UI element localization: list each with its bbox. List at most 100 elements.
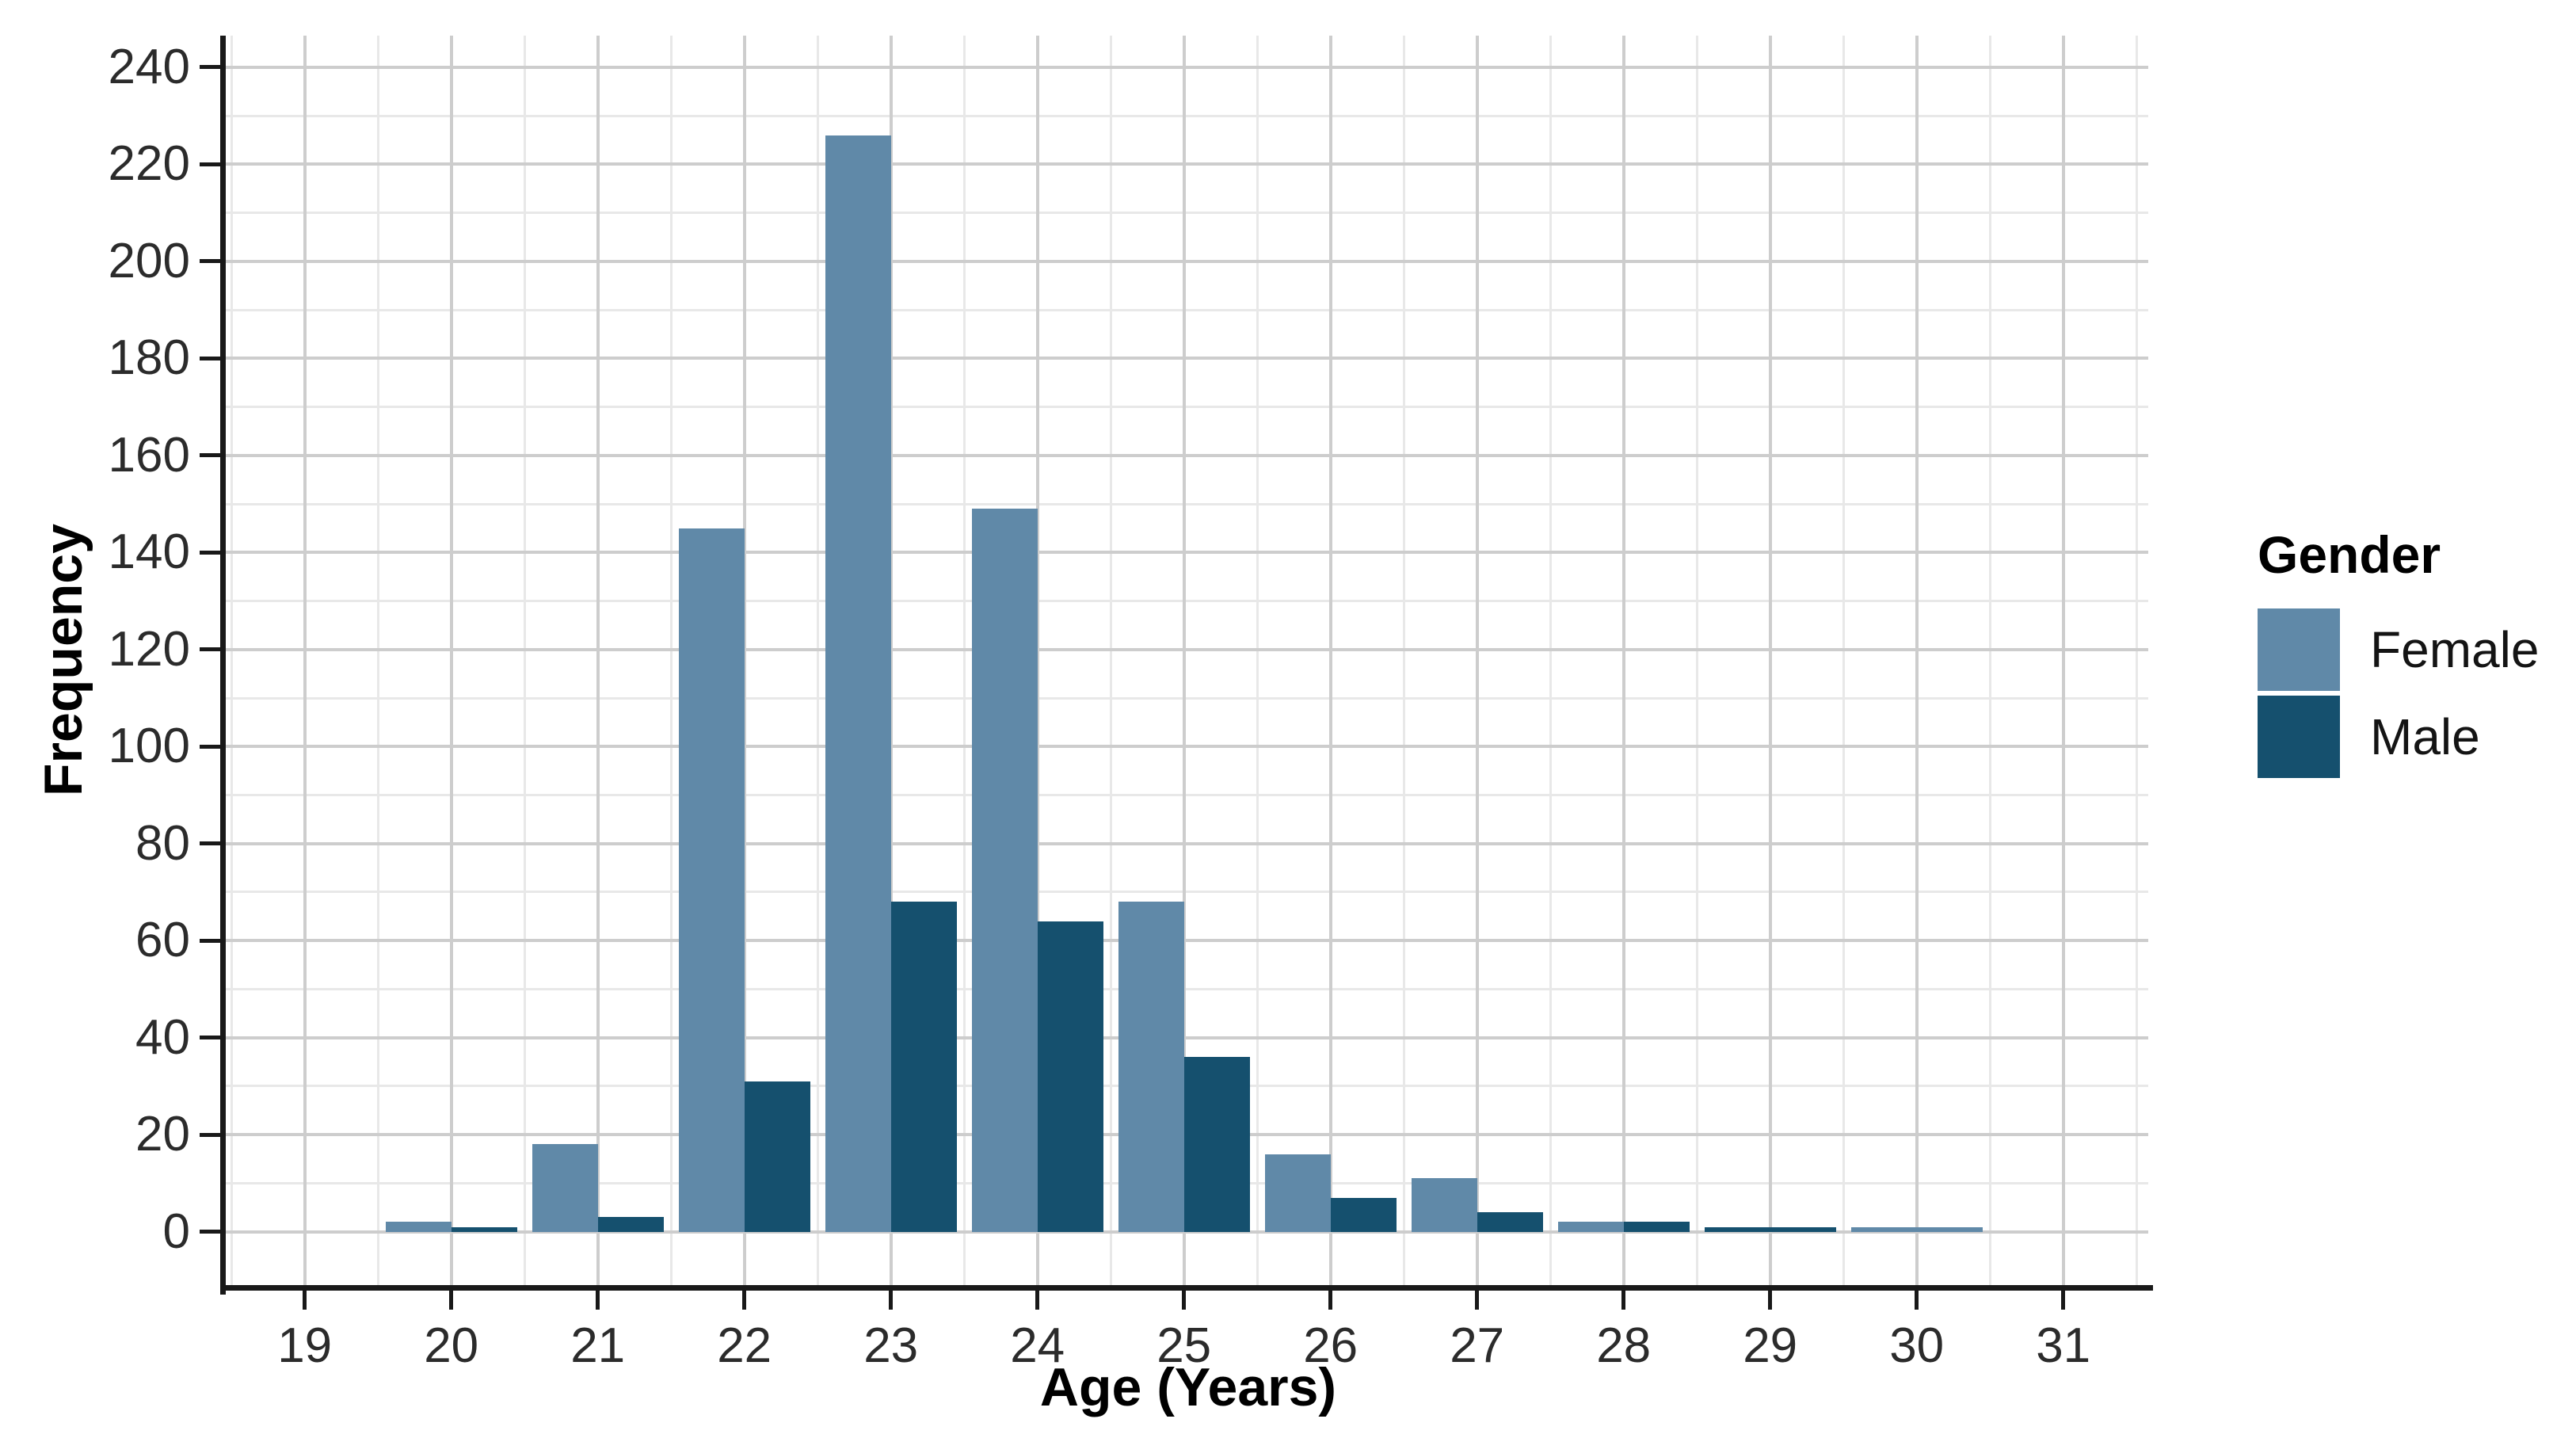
y-tick-label: 120	[108, 621, 190, 677]
bar-female-age-28	[1557, 1222, 1624, 1232]
x-tick-mark	[1768, 1291, 1773, 1310]
gridline-x-major	[1328, 36, 1332, 1285]
gridline-y-major	[224, 939, 2148, 943]
y-axis-line	[220, 36, 226, 1295]
y-tick-label: 60	[135, 913, 190, 968]
y-tick-label: 20	[135, 1107, 190, 1162]
gridline-x-minor	[1549, 36, 1552, 1285]
gridline-x-major	[1915, 36, 1919, 1285]
x-tick-mark	[742, 1291, 747, 1310]
bar-male-age-25	[1183, 1057, 1250, 1232]
gridline-y-minor	[224, 406, 2148, 408]
x-tick-label: 25	[1157, 1318, 1212, 1373]
gridline-x-major	[1182, 36, 1186, 1285]
gridline-y-major	[224, 357, 2148, 360]
x-tick-label: 29	[1743, 1318, 1798, 1373]
gridline-x-major	[1768, 36, 1772, 1285]
x-tick-label: 28	[1596, 1318, 1652, 1373]
gridline-x-minor	[962, 36, 966, 1285]
x-tick-mark	[2061, 1291, 2066, 1310]
gridline-y-minor	[224, 891, 2148, 894]
bar-female-age-24	[971, 509, 1038, 1232]
gridline-x-minor	[523, 36, 526, 1285]
y-tick-label: 160	[108, 427, 190, 483]
gridline-y-minor	[224, 696, 2148, 700]
gridline-x-major	[1035, 36, 1039, 1285]
y-tick-mark	[200, 356, 220, 360]
gridline-y-major	[224, 453, 2148, 457]
gridline-x-minor	[1695, 36, 1698, 1285]
bar-male-age-20	[451, 1226, 517, 1232]
x-tick-mark	[1621, 1291, 1626, 1310]
y-tick-label: 100	[108, 719, 190, 774]
gridline-x-minor	[376, 36, 379, 1285]
gridline-y-minor	[224, 308, 2148, 311]
gridline-y-major	[224, 551, 2148, 555]
gridline-y-minor	[224, 600, 2148, 602]
bar-male-age-28	[1623, 1222, 1690, 1232]
gridline-x-minor	[669, 36, 673, 1285]
x-tick-mark	[1182, 1291, 1187, 1310]
bar-female-age-20	[385, 1222, 452, 1232]
bar-female-age-23	[825, 135, 891, 1232]
x-axis-line	[220, 1285, 2153, 1291]
y-tick-mark	[200, 1230, 220, 1234]
gridline-y-major	[224, 65, 2148, 69]
y-tick-label: 40	[135, 1009, 190, 1065]
x-tick-label: 20	[424, 1318, 479, 1373]
x-tick-mark	[1475, 1291, 1480, 1310]
x-tick-mark	[1328, 1291, 1333, 1310]
bar-female-age-27	[1411, 1178, 1477, 1232]
gridline-x-minor	[2135, 36, 2138, 1285]
bar-female-age-21	[532, 1144, 598, 1232]
x-tick-label: 19	[277, 1318, 333, 1373]
gridline-x-minor	[230, 36, 233, 1285]
x-tick-mark	[1035, 1291, 1040, 1310]
x-tick-mark	[449, 1291, 454, 1310]
gridline-x-major	[303, 36, 307, 1285]
gridline-y-minor	[224, 212, 2148, 214]
x-tick-mark	[596, 1291, 600, 1310]
legend-swatch-male-icon	[2258, 696, 2340, 778]
y-tick-mark	[200, 647, 220, 652]
gridline-x-minor	[816, 36, 819, 1285]
legend-swatch-female-icon	[2258, 608, 2340, 691]
x-tick-label: 24	[1010, 1318, 1065, 1373]
legend-label-male: Male	[2370, 708, 2480, 765]
gridline-x-minor	[1842, 36, 1845, 1285]
gridline-x-minor	[1256, 36, 1259, 1285]
x-tick-mark	[303, 1291, 307, 1310]
plot-panel	[224, 36, 2148, 1285]
y-tick-label: 180	[108, 330, 190, 386]
gridline-y-minor	[224, 793, 2148, 796]
x-tick-mark	[889, 1291, 894, 1310]
x-tick-label: 31	[2036, 1318, 2091, 1373]
y-tick-mark	[200, 162, 220, 166]
gridline-y-major	[224, 841, 2148, 845]
y-tick-mark	[200, 1036, 220, 1040]
legend-item-female: Female	[2258, 608, 2539, 691]
y-tick-mark	[200, 744, 220, 749]
gridline-x-major	[1475, 36, 1479, 1285]
y-tick-label: 140	[108, 524, 190, 580]
bar-male-age-26	[1330, 1197, 1397, 1232]
gridline-x-major	[2061, 36, 2065, 1285]
y-tick-mark	[200, 1132, 220, 1137]
legend-label-female: Female	[2370, 621, 2540, 678]
x-tick-label: 23	[863, 1318, 919, 1373]
gridline-y-major	[224, 259, 2148, 263]
x-axis-title: Age (Years)	[1039, 1357, 1337, 1417]
gridline-x-minor	[1402, 36, 1405, 1285]
gridline-y-minor	[224, 987, 2148, 990]
y-tick-label: 80	[135, 815, 190, 871]
bar-male-age-27	[1477, 1212, 1543, 1232]
y-tick-label: 0	[162, 1203, 190, 1259]
x-tick-label: 27	[1450, 1318, 1505, 1373]
x-tick-label: 22	[717, 1318, 772, 1373]
bar-female-age-26	[1264, 1154, 1331, 1232]
gridline-x-major	[449, 36, 453, 1285]
bar-female-age-30	[1850, 1226, 1983, 1232]
gridline-y-major	[224, 162, 2148, 166]
y-tick-mark	[200, 938, 220, 943]
